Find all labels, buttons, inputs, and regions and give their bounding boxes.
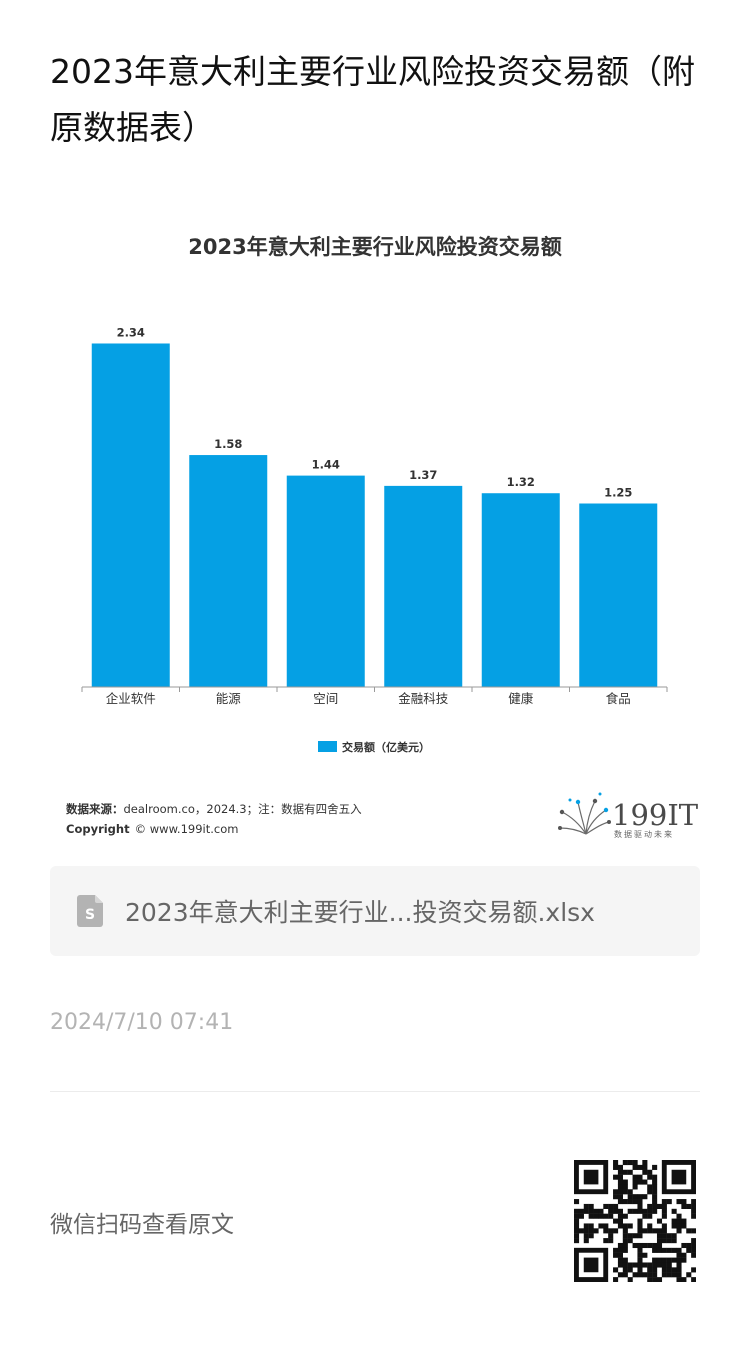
category-label: 金融科技 [398,691,449,706]
logo-tagline: 数据驱动未来 [614,829,674,839]
bar-2 [189,455,268,687]
bar-6 [579,503,658,687]
category-label: 能源 [216,691,242,706]
chart-figure: 2023年意大利主要行业风险投资交易额 2.34 1.58 1.44 1.37 1.32… [50,200,700,860]
category-label: 食品 [606,691,631,706]
spreadsheet-file-icon: S [77,895,103,927]
copyright-text: © www.199it.com [135,822,239,836]
brand-logo: 199IT 数据驱动未来 [558,792,699,839]
bar-3 [286,475,365,687]
bar-value-label: 1.58 [214,437,242,451]
bar-5 [481,493,560,687]
attachment-file[interactable]: S 2023年意大利主要行业...投资交易额.xlsx [50,866,700,956]
bar-value-label: 1.25 [604,486,632,500]
publish-time: 2024/7/10 07:41 [50,1010,234,1035]
article-title: 2023年意大利主要行业风险投资交易额（附原数据表） [50,52,695,147]
bar-value-label: 1.44 [312,458,340,472]
qr-code-icon[interactable] [574,1160,696,1282]
logo-dandelion-icon [558,792,611,835]
legend-swatch [318,741,337,752]
bar-value-label: 2.34 [117,325,145,339]
attachment-file-name: 2023年意大利主要行业...投资交易额.xlsx [125,898,595,927]
category-labels: 企业软件 能源 空间 金融科技 健康 食品 [106,691,631,706]
legend: 交易额（亿美元） [318,740,430,754]
bar-value-label: 1.37 [409,468,437,482]
category-label: 空间 [313,691,338,706]
svg-text:Copyright© www.199it.com: Copyright © www.199it.com [66,822,238,836]
svg-text:数据来源：dealroom.co，2024.3；注：数据有四: 数据来源：dealroom.co，2024.3；注：数据有四舍五入 [66,802,362,816]
chart-title: 2023年意大利主要行业风险投资交易额 [188,235,561,259]
bars-layer: 2.34 1.58 1.44 1.37 1.32 1.25 [91,325,658,687]
bar-chart: 2023年意大利主要行业风险投资交易额 2.34 1.58 1.44 1.37 1.32… [66,235,699,839]
svg-text:S: S [85,907,95,923]
category-label: 企业软件 [106,691,156,706]
source-text: dealroom.co，2024.3；注：数据有四舍五入 [124,802,363,816]
legend-label: 交易额（亿美元） [342,740,430,754]
qr-prompt-text: 微信扫码查看原文 [50,1212,234,1238]
bar-value-label: 1.32 [507,475,535,489]
copyright-label: Copyright [66,822,130,836]
source-label: 数据来源： [66,802,124,816]
category-label: 健康 [508,691,534,706]
divider [50,1091,700,1092]
x-axis-ticks [81,687,668,692]
bar-4 [384,485,463,687]
source-note: 数据来源：dealroom.co，2024.3；注：数据有四舍五入 Copyri… [66,802,362,836]
logo-wordmark: 199IT [612,798,699,832]
bar-1 [91,343,170,687]
